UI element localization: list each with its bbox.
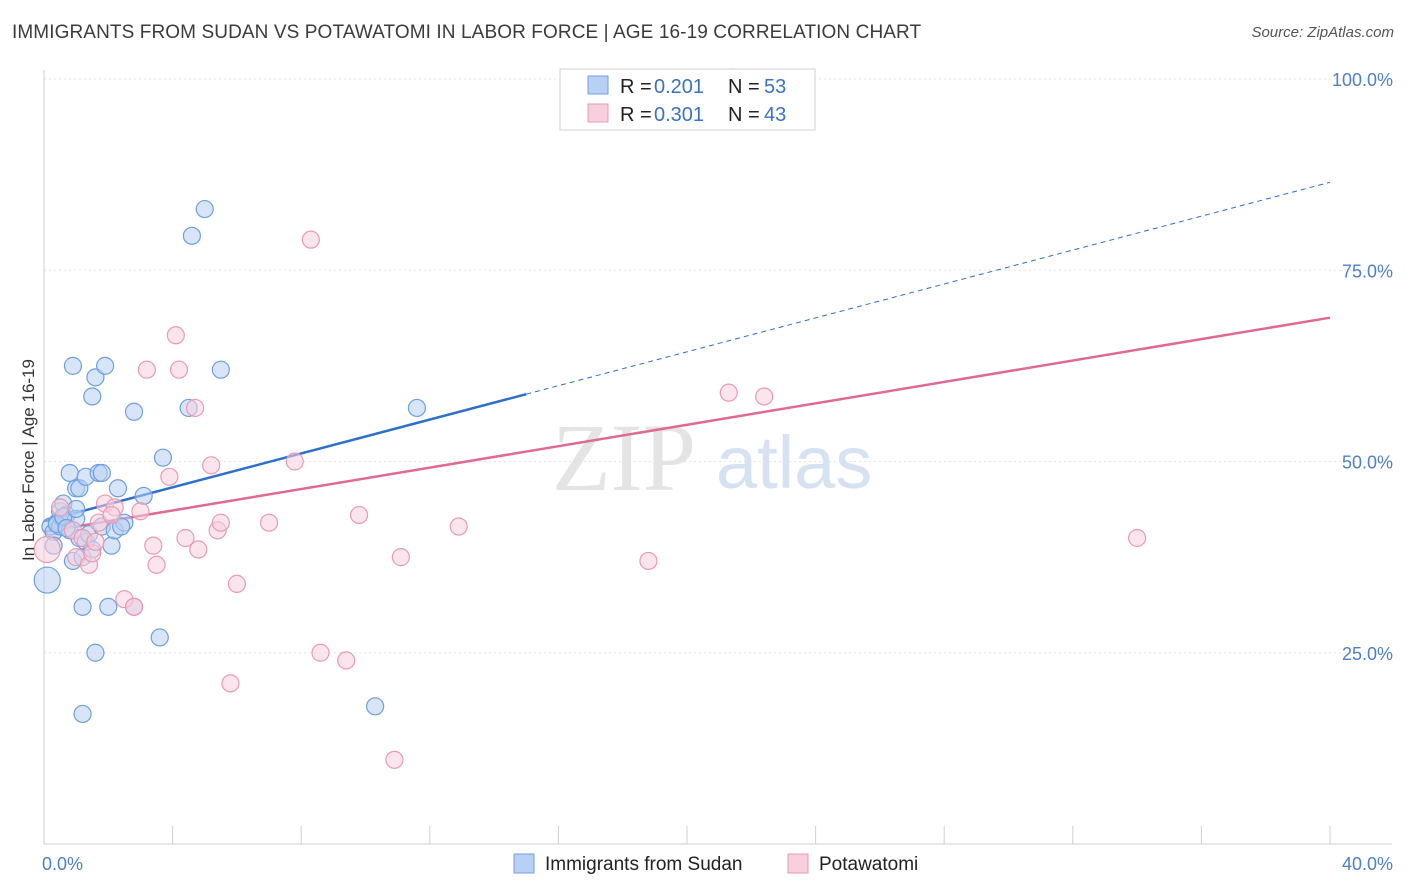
sudan-point-32	[99, 597, 118, 616]
potawatomi-point-36	[449, 517, 468, 536]
sudan-trend-line	[43, 392, 527, 523]
potawatomi-point-28	[259, 513, 279, 532]
potawatomi-point-1	[50, 498, 70, 517]
sudan-point-19	[73, 597, 92, 616]
sudan-point-45	[211, 360, 230, 379]
sudan-point-0	[33, 566, 61, 594]
potawatomi-point-38	[719, 383, 738, 402]
legend-n-value-1: 53	[764, 76, 786, 98]
potawatomi-point-0	[33, 535, 61, 564]
y-tick-label-3: 100.0%	[1332, 70, 1393, 90]
data-points	[33, 68, 1147, 769]
potawatomi-point-14	[144, 536, 163, 555]
potawatomi-point-21	[186, 398, 205, 418]
watermark-atlas: atlas	[716, 421, 872, 504]
sudan-point-27	[86, 643, 105, 662]
sudan-point-41	[153, 448, 173, 467]
potawatomi-point-42	[102, 505, 121, 525]
correlation-legend: R = 0.201 N = 53 R = 0.301 N = 43	[559, 68, 816, 131]
potawatomi-point-34	[385, 750, 404, 769]
potawatomi-point-30	[301, 230, 320, 249]
watermark-zip: ZIP	[552, 404, 696, 511]
potawatomi-point-37	[639, 551, 658, 571]
legend-r-value-1: 0.201	[654, 76, 704, 98]
potawatomi-point-39	[755, 387, 774, 406]
legend-r-value-2: 0.301	[654, 104, 704, 126]
trend-lines	[43, 181, 1331, 534]
potawatomi-point-18	[166, 326, 185, 345]
legend-swatch-potawatomi	[587, 103, 609, 123]
series-legend: Immigrants from Sudan Potawatomi	[513, 853, 918, 875]
sudan-point-11	[60, 463, 79, 483]
x-tick-labels: 0.0% 40.0%	[42, 854, 1393, 874]
sudan-point-43	[182, 226, 201, 245]
potawatomi-point-25	[211, 513, 230, 532]
sudan-point-47	[366, 697, 385, 716]
sudan-point-40	[150, 628, 169, 647]
legend-n-value-2: 43	[764, 104, 786, 126]
x-tick-label-1: 40.0%	[1342, 854, 1393, 874]
potawatomi-point-29	[285, 452, 304, 471]
legend-n-label-2: N =	[728, 104, 760, 126]
bottom-legend-label-potawatomi: Potawatomi	[819, 854, 918, 875]
potawatomi-trend-line	[43, 316, 1331, 534]
potawatomi-point-26	[221, 674, 240, 693]
potawatomi-point-40	[1127, 528, 1147, 548]
chart-source: Source: ZipAtlas.com	[1251, 24, 1394, 41]
sudan-point-51	[67, 499, 86, 519]
legend-n-label-1: N =	[728, 76, 760, 98]
potawatomi-point-16	[137, 360, 156, 379]
potawatomi-point-35	[391, 548, 410, 567]
potawatomi-point-13	[131, 502, 150, 521]
sudan-point-35	[108, 479, 128, 498]
potawatomi-point-27	[227, 574, 246, 594]
potawatomi-point-15	[147, 555, 166, 574]
potawatomi-point-22	[189, 540, 208, 559]
potawatomi-point-32	[337, 651, 356, 670]
potawatomi-point-17	[160, 467, 179, 486]
sudan-point-20	[73, 704, 92, 724]
x-tick-label-0: 0.0%	[42, 854, 83, 874]
y-axis-label: In Labor Force | Age 16-19	[19, 359, 38, 561]
axes	[43, 70, 1392, 845]
sudan-point-12	[63, 356, 83, 375]
bottom-legend-label-sudan: Immigrants from Sudan	[545, 854, 742, 875]
sudan-trend-extension	[526, 181, 1331, 395]
legend-r-label-1: R =	[620, 76, 652, 98]
grid-lines	[44, 78, 1392, 654]
sudan-point-31	[95, 356, 115, 375]
legend-r-label-2: R =	[620, 104, 652, 126]
potawatomi-point-33	[349, 505, 369, 525]
potawatomi-point-7	[86, 532, 105, 551]
sudan-point-24	[83, 387, 102, 406]
sudan-point-44	[195, 199, 214, 219]
y-tick-label-0: 25.0%	[1342, 644, 1393, 664]
sudan-point-33	[102, 536, 121, 555]
sudan-point-39	[134, 486, 153, 506]
bottom-legend-swatch-potawatomi	[787, 853, 809, 874]
sudan-point-29	[92, 463, 111, 483]
potawatomi-point-31	[311, 643, 330, 662]
potawatomi-point-19	[169, 360, 189, 379]
bottom-legend-swatch-sudan	[513, 853, 535, 874]
potawatomi-point-12	[124, 597, 144, 616]
chart-title: IMMIGRANTS FROM SUDAN VS POTAWATOMI IN L…	[12, 22, 922, 43]
sudan-point-38	[124, 402, 144, 421]
y-tick-label-1: 50.0%	[1342, 453, 1393, 473]
potawatomi-point-20	[176, 528, 195, 548]
legend-swatch-sudan	[587, 75, 609, 95]
y-tick-labels: 25.0% 50.0% 75.0% 100.0%	[1332, 70, 1393, 664]
sudan-point-46	[407, 398, 427, 418]
potawatomi-point-23	[202, 456, 221, 475]
y-tick-label-2: 75.0%	[1342, 261, 1393, 281]
